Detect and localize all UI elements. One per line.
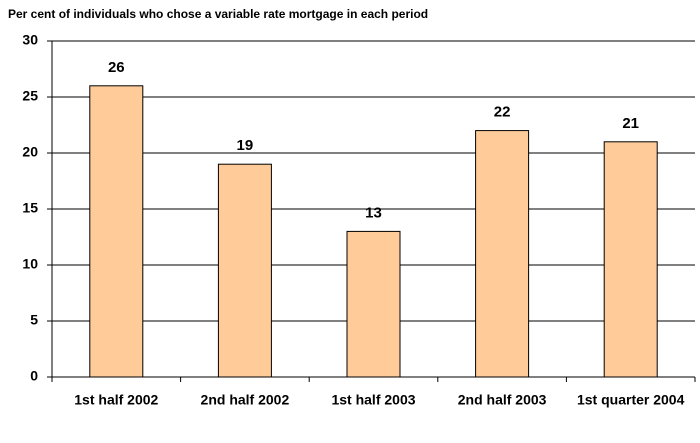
bar xyxy=(346,230,401,378)
y-tick-label: 25 xyxy=(22,88,38,104)
y-tick-label: 5 xyxy=(30,312,38,328)
y-tick-label: 0 xyxy=(30,368,38,384)
data-label: 19 xyxy=(237,137,254,154)
data-label: 22 xyxy=(494,104,511,121)
bar xyxy=(217,163,272,378)
y-tick-label: 30 xyxy=(22,32,38,48)
chart-title: Per cent of individuals who chose a vari… xyxy=(8,7,428,21)
x-tick-label: 1st half 2003 xyxy=(331,392,415,408)
y-tick-label: 15 xyxy=(22,200,38,216)
x-tick-label: 2nd half 2002 xyxy=(201,392,290,408)
y-tick-label: 20 xyxy=(22,144,38,160)
x-tick-label: 2nd half 2003 xyxy=(458,392,547,408)
y-tick-label: 10 xyxy=(22,256,38,272)
bar xyxy=(475,130,530,378)
data-label: 26 xyxy=(108,59,125,76)
x-tick-label: 1st quarter 2004 xyxy=(577,392,685,408)
bar xyxy=(89,85,144,378)
x-tick-label: 1st half 2002 xyxy=(74,392,158,408)
data-label: 21 xyxy=(622,115,639,132)
bar xyxy=(603,141,658,378)
data-label: 13 xyxy=(365,204,382,221)
